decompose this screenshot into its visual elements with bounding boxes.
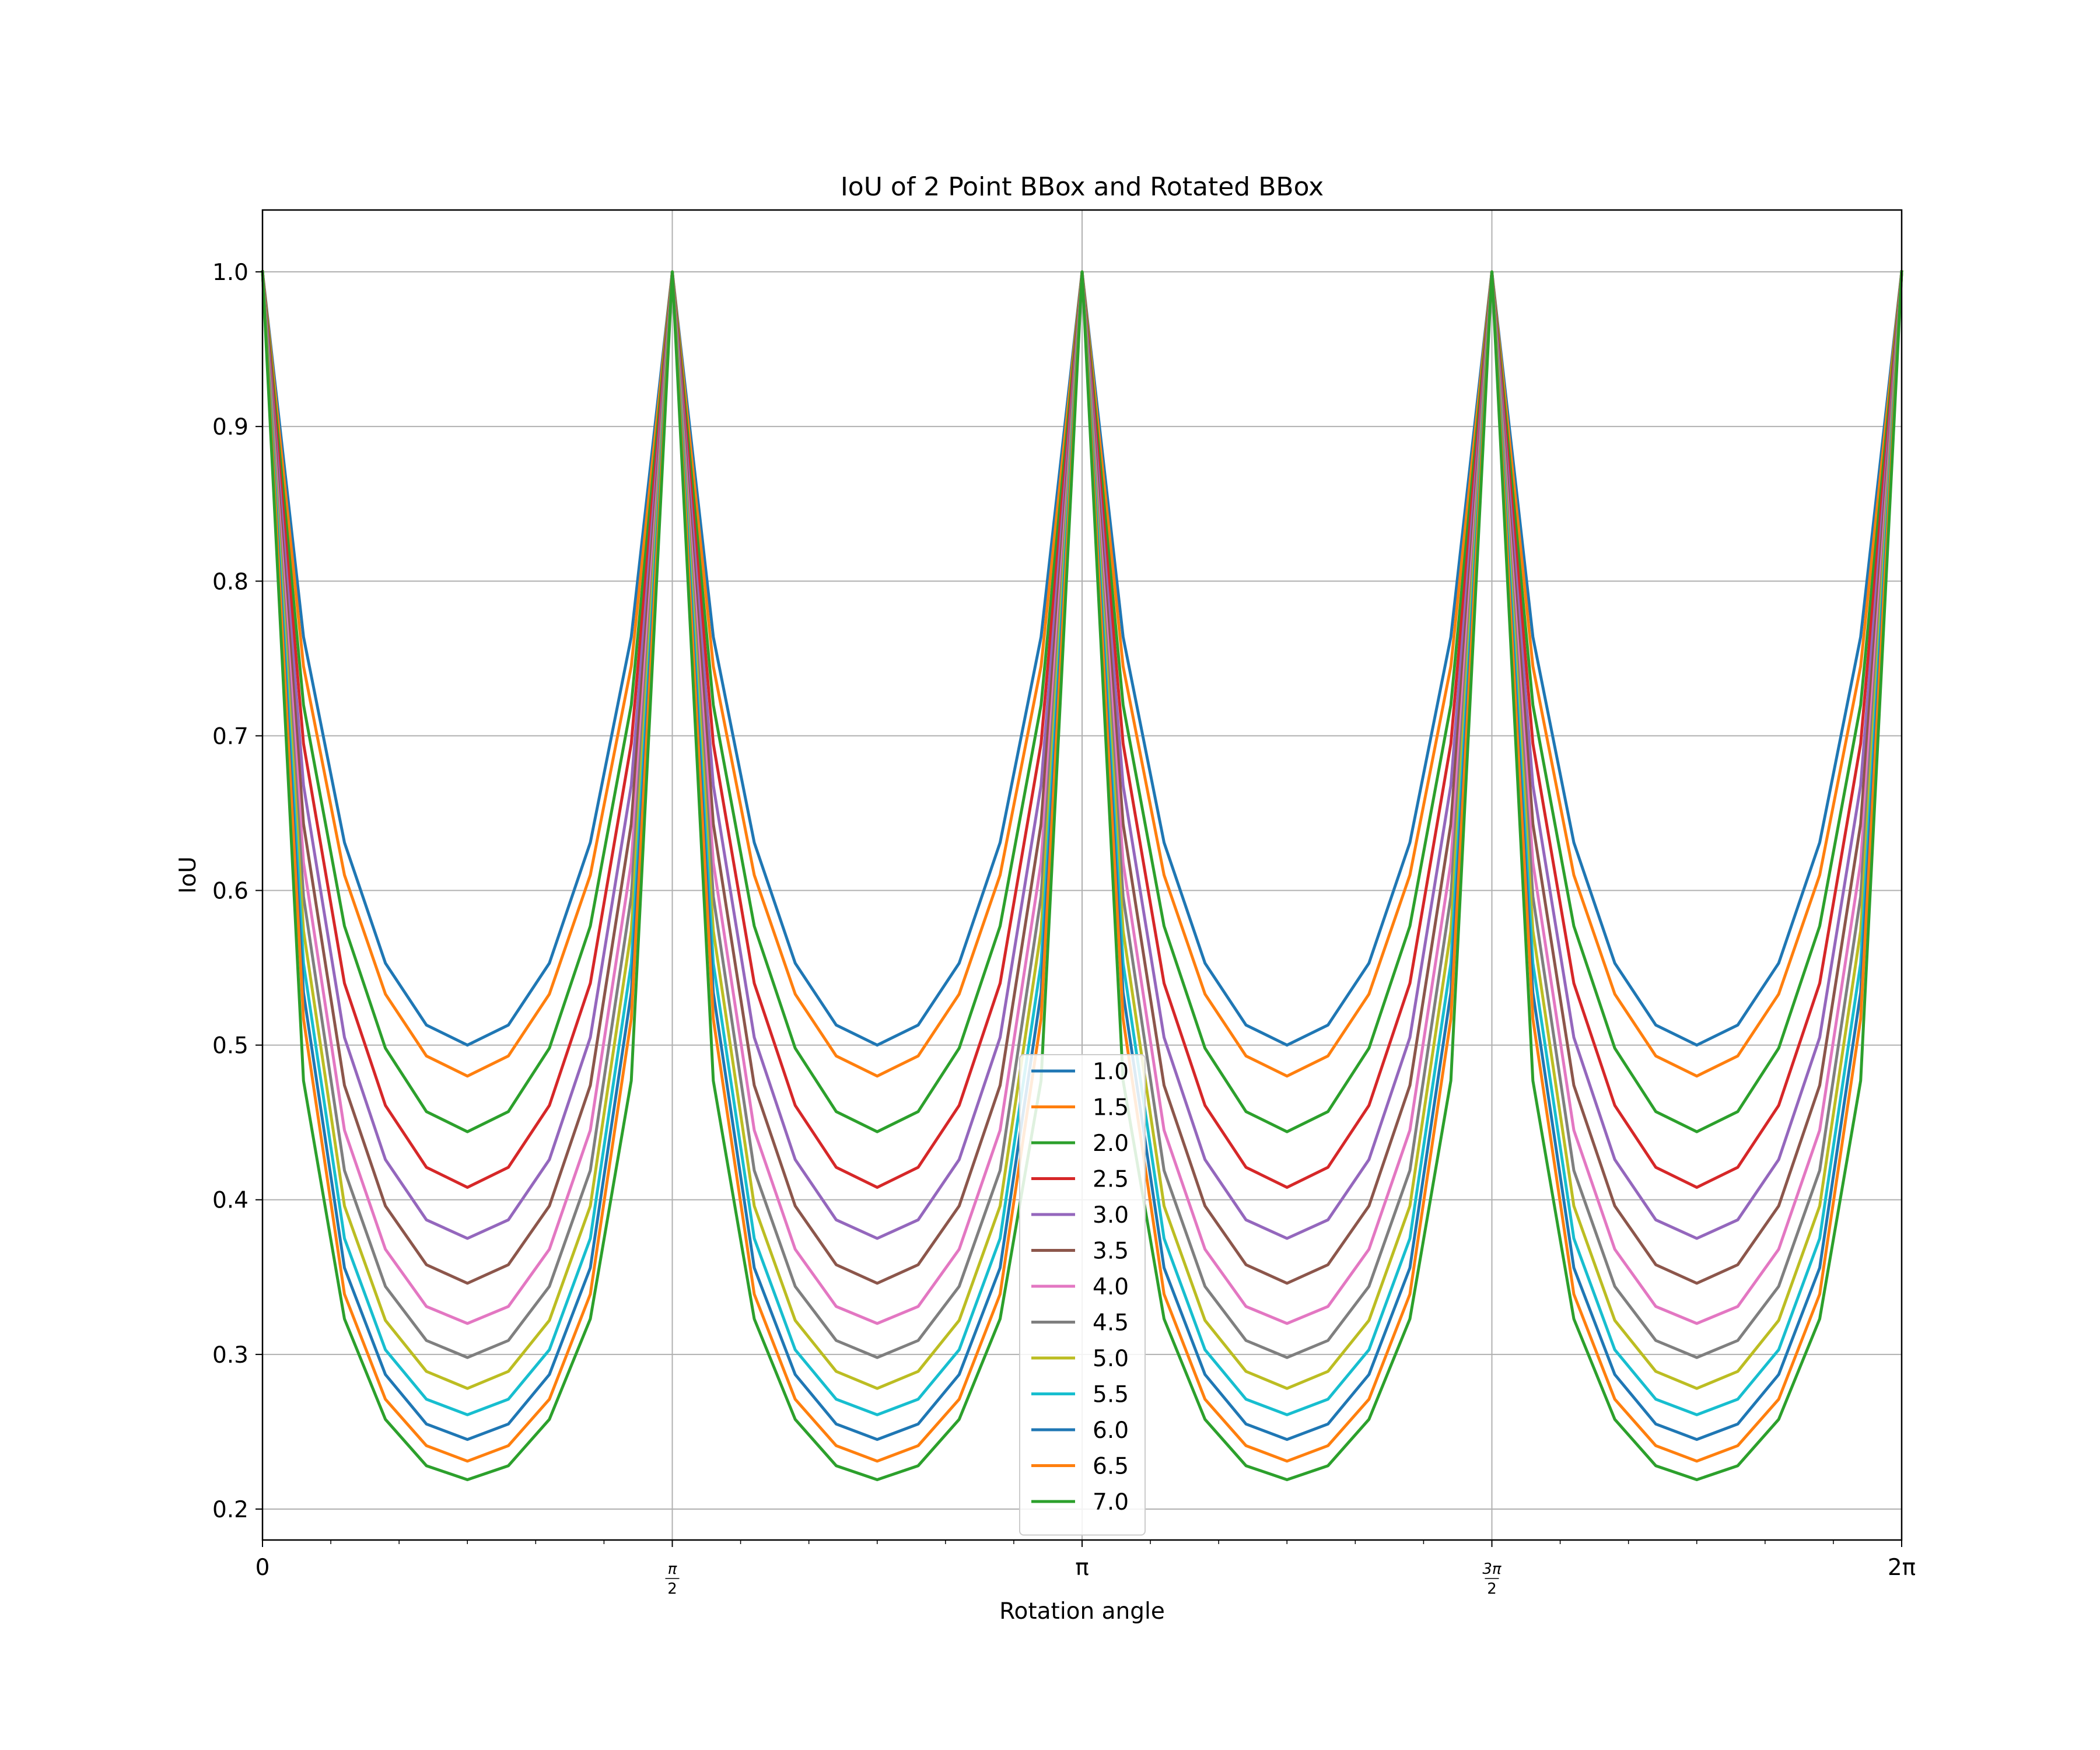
legend-label: 2.0 xyxy=(1093,1130,1129,1157)
legend-label: 3.5 xyxy=(1093,1238,1129,1265)
x-tick-label: 0 xyxy=(256,1555,270,1581)
legend-label: 4.0 xyxy=(1093,1274,1129,1300)
x-tick-label-denominator: 2 xyxy=(667,1580,677,1598)
y-tick-label: 0.5 xyxy=(212,1033,249,1059)
y-tick-label: 0.3 xyxy=(212,1342,249,1368)
legend: 1.0 1.5 2.0 2.5 3.0 3.5 4.0 4.5 5.0 5.5 6.0 6.5 7.0 xyxy=(1019,1054,1146,1536)
y-tick-label: 0.4 xyxy=(212,1188,249,1214)
legend-label: 7.0 xyxy=(1093,1489,1129,1516)
x-tick-label-numerator: 3π xyxy=(1482,1560,1502,1578)
y-tick-label: 0.9 xyxy=(212,414,249,440)
legend-label: 5.5 xyxy=(1093,1382,1129,1408)
series-lines xyxy=(261,270,1903,1482)
x-axis-label: Rotation angle xyxy=(999,1598,1165,1625)
legend-label: 4.5 xyxy=(1093,1310,1129,1336)
y-axis-label: IoU xyxy=(175,856,201,894)
y-tick-label: 0.7 xyxy=(212,723,249,750)
series-line-7.0 xyxy=(261,270,1903,1482)
x-tick-label-numerator: π xyxy=(668,1560,677,1578)
legend-label: 3.0 xyxy=(1093,1202,1129,1228)
x-tick-label-denominator: 2 xyxy=(1487,1580,1497,1598)
y-tick-label: 0.6 xyxy=(212,878,249,905)
legend-label: 6.5 xyxy=(1093,1454,1129,1480)
x-tick-label: π2 xyxy=(665,1560,680,1598)
legend-label: 1.5 xyxy=(1093,1095,1129,1121)
legend-box xyxy=(1019,1054,1146,1536)
x-tick-label: 3π2 xyxy=(1482,1560,1502,1598)
legend-label: 5.0 xyxy=(1093,1346,1129,1372)
legend-label: 2.5 xyxy=(1093,1167,1129,1193)
y-tick-label: 0.2 xyxy=(212,1497,249,1523)
x-tick-label: π xyxy=(1075,1555,1088,1581)
y-tick-label: 1.0 xyxy=(212,260,249,286)
y-tick-label: 0.8 xyxy=(212,569,249,595)
chart-title: IoU of 2 Point BBox and Rotated BBox xyxy=(841,172,1324,202)
x-tick-label: 2π xyxy=(1888,1555,1916,1581)
legend-label: 6.0 xyxy=(1093,1418,1129,1444)
legend-label: 1.0 xyxy=(1093,1059,1129,1085)
